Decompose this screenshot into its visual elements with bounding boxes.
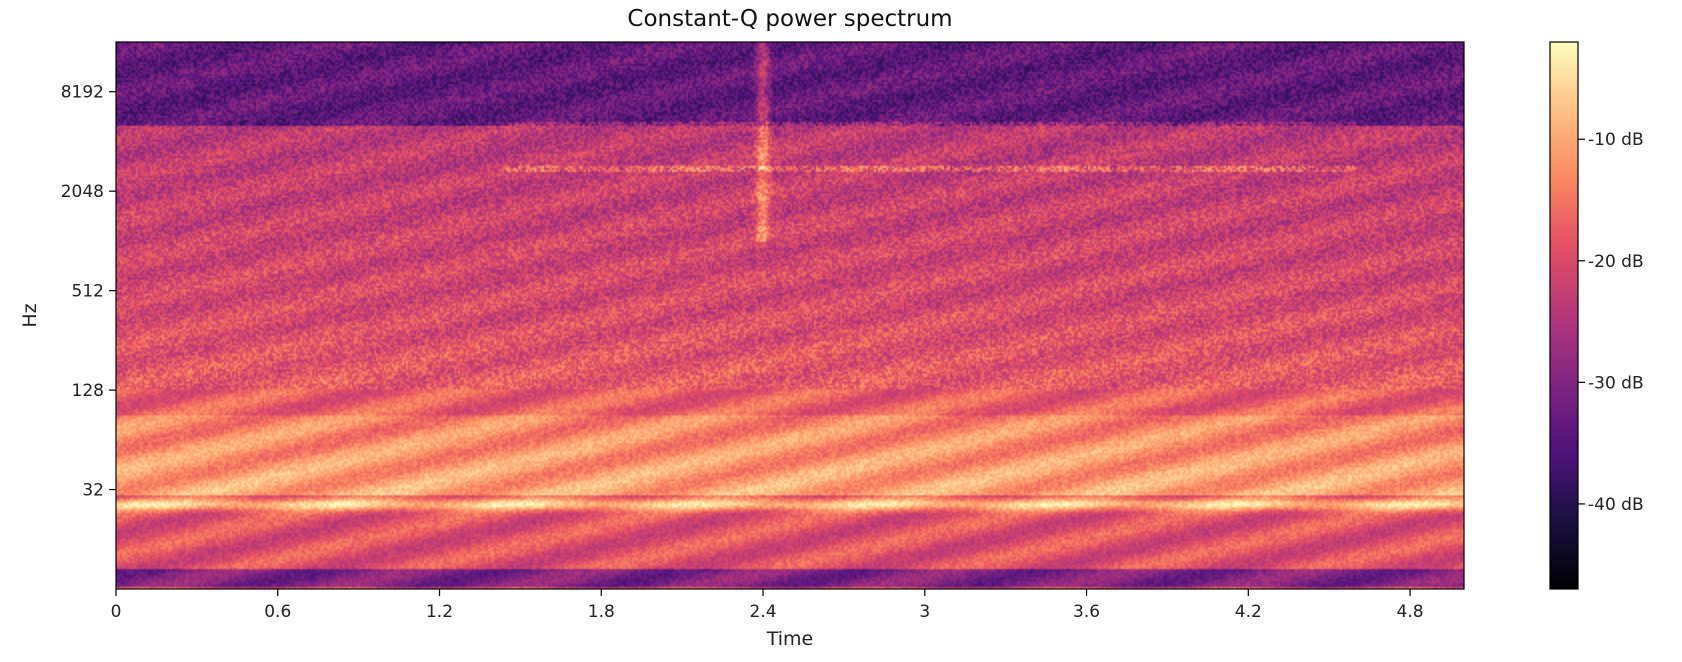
x-tick-label: 4.8 (1397, 602, 1424, 622)
colorbar (1549, 41, 1579, 590)
x-axis-label: Time (766, 628, 814, 650)
x-tick-label: 4.2 (1235, 602, 1262, 622)
x-tick-label: 3.6 (1073, 602, 1100, 622)
plot-frame (115, 41, 1465, 590)
colorbar-tick-label: -10 dB (1588, 130, 1644, 150)
y-tick-label: 512 (72, 282, 104, 302)
y-tick-label: 8192 (61, 83, 104, 103)
colorbar-tick-label: -20 dB (1588, 252, 1644, 272)
x-tick-label: 1.8 (588, 602, 615, 622)
x-tick-label: 3 (919, 602, 930, 622)
spectrogram-heatmap (116, 42, 1464, 589)
x-tick-label: 0.6 (264, 602, 291, 622)
x-tick-label: 2.4 (750, 602, 777, 622)
y-tick-label: 32 (82, 481, 104, 501)
chart-title: Constant-Q power spectrum (627, 6, 953, 32)
colorbar-tick-label: -40 dB (1588, 495, 1644, 515)
colorbar-tick-label: -30 dB (1588, 373, 1644, 393)
y-axis-label: Hz (19, 303, 41, 327)
x-tick-label: 1.2 (426, 602, 453, 622)
y-tick-label: 128 (72, 381, 104, 401)
x-tick-label: 0 (111, 602, 122, 622)
y-tick-label: 2048 (61, 182, 104, 202)
